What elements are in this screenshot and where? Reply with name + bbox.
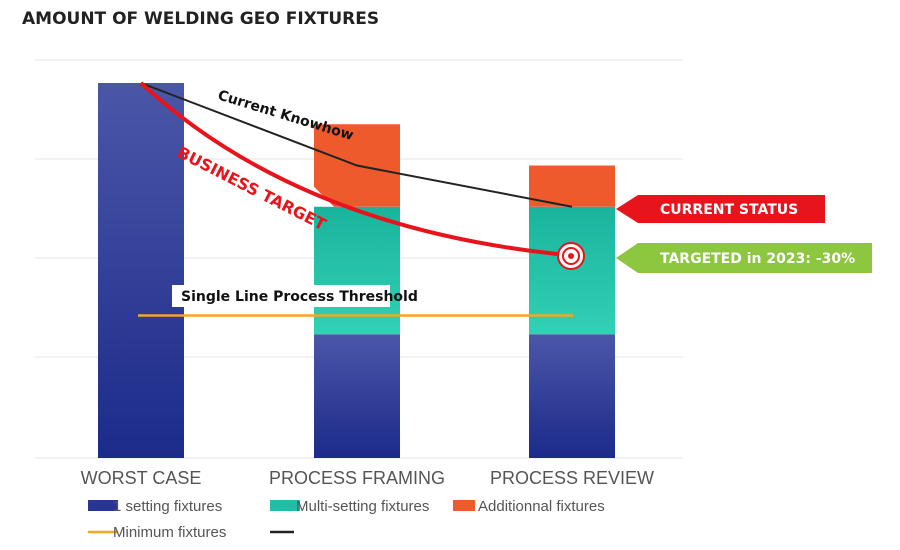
business-target-line [139, 81, 573, 258]
bar-1-setting [98, 83, 184, 458]
target-icon [557, 242, 585, 270]
current-knowhow-label: Current Knowhow [216, 88, 356, 145]
x-tick-label: PROCESS REVIEW [490, 468, 654, 488]
bar-1-setting [529, 334, 615, 458]
legend-label-1-setting: 1 setting fixtures [113, 498, 222, 515]
current-status-label: CURRENT STATUS [660, 202, 798, 218]
threshold-label-bg [172, 285, 390, 307]
legend-label-additionnal: Additionnal fixtures [478, 498, 605, 515]
x-tick-label: PROCESS FRAMING [269, 468, 445, 488]
current-status-arrow [616, 195, 825, 223]
bar-additionnal [529, 165, 615, 207]
x-tick-label: WORST CASE [81, 468, 202, 488]
legend-swatch-multi-setting [270, 500, 300, 511]
targeted-label: TARGETED in 2023: -30% [660, 251, 855, 267]
callouts: CURRENT STATUS TARGETED in 2023: -30% [616, 195, 872, 273]
lines [138, 81, 573, 317]
legend: 1 setting fixtures Multi-setting fixture… [88, 498, 605, 541]
threshold-label: Single Line Process Threshold [181, 289, 418, 305]
bars [98, 83, 615, 458]
legend-label-multi-setting: Multi-setting fixtures [296, 498, 429, 515]
current-knowhow-line [140, 82, 573, 208]
targeted-arrow [616, 243, 872, 273]
legend-swatch-additionnal [453, 500, 475, 511]
bar-1-setting [314, 334, 400, 458]
chart-title: AMOUNT OF WELDING GEO FIXTURES [22, 9, 379, 29]
legend-swatch-1-setting [88, 500, 118, 511]
x-axis: WORST CASE PROCESS FRAMING PROCESS REVIEW [81, 468, 654, 488]
bar-multi-setting [529, 206, 615, 335]
legend-label-minimum: Minimum fixtures [113, 524, 226, 541]
bar-multi-setting [314, 206, 400, 335]
